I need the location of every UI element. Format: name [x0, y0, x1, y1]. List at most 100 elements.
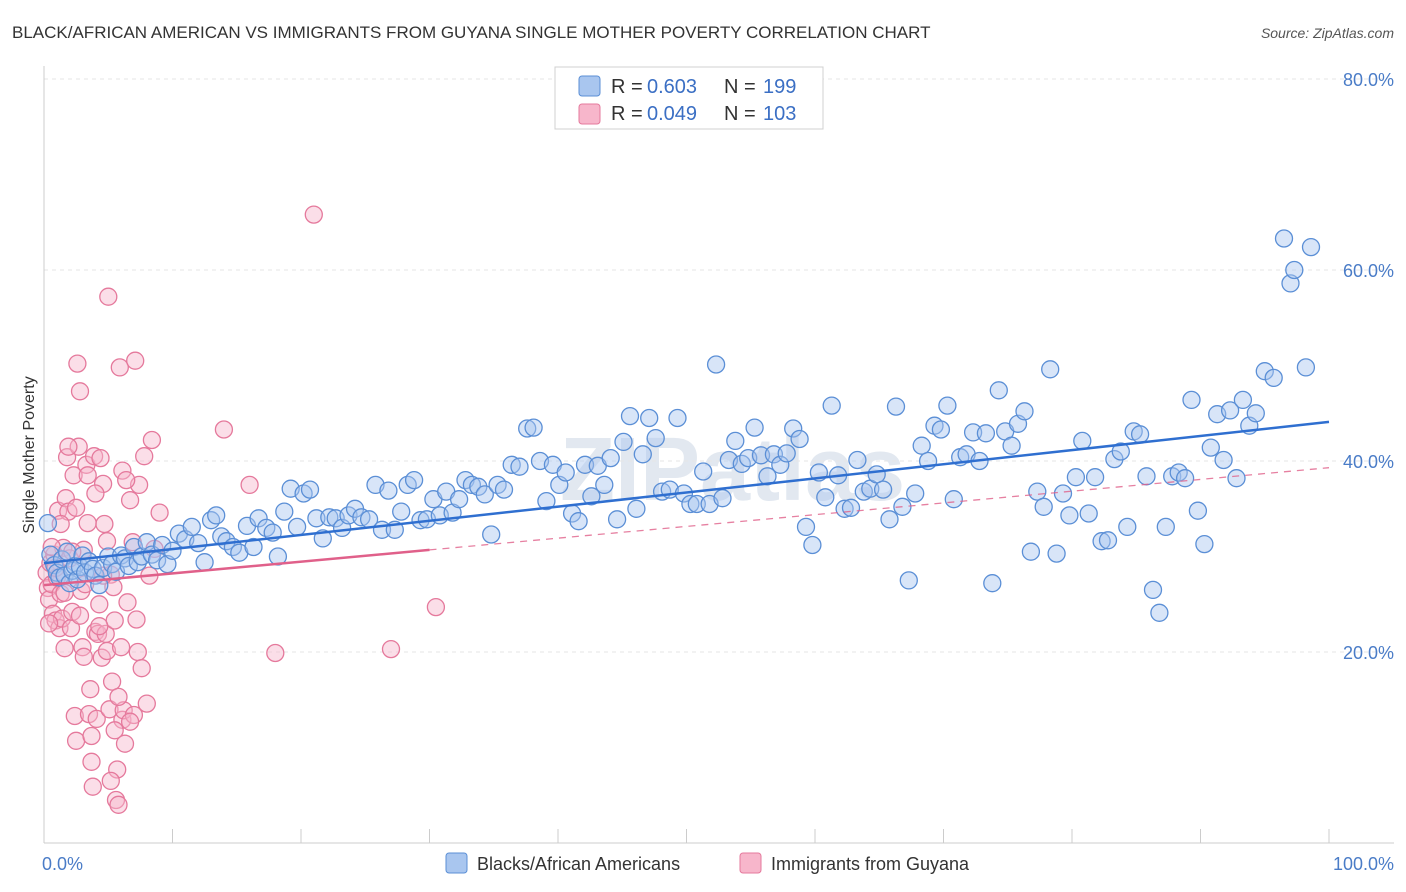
black-point-70	[392, 502, 411, 521]
black-point-173	[1060, 506, 1079, 525]
black-point-103	[607, 510, 627, 529]
black-point-81	[462, 475, 482, 495]
guyana-point-68	[128, 642, 147, 662]
guyana-point-67	[127, 610, 146, 629]
black-point-39	[195, 553, 214, 572]
stats-legend-pink-swatch	[578, 103, 601, 125]
black-point-169	[1034, 497, 1053, 516]
black-point-84	[482, 525, 501, 544]
guyana-point-48	[99, 287, 118, 306]
black-point-177	[1085, 468, 1105, 487]
black-point-131	[790, 429, 809, 449]
guyana-point-58	[111, 638, 131, 657]
black-point-101	[595, 475, 614, 495]
black-point-41	[207, 506, 226, 525]
black-point-185	[1137, 467, 1156, 486]
black-point-200	[1233, 390, 1253, 410]
black-point-138	[835, 499, 854, 518]
guyana-point-102	[304, 205, 323, 224]
black-point-187	[1150, 603, 1169, 622]
trend-line-black	[43, 420, 1330, 565]
legend-black-label: Blacks/African Americans	[477, 854, 680, 874]
black-point-97	[569, 512, 588, 531]
guyana-point-32	[78, 513, 97, 533]
black-point-116	[694, 462, 713, 481]
legend-guyana-swatch	[739, 852, 762, 874]
guyana-point-42	[91, 448, 110, 468]
black-point-184	[1130, 425, 1150, 444]
black-point-112	[668, 408, 687, 428]
guyana-point-94	[105, 721, 124, 740]
guyana-point-62	[118, 593, 137, 612]
black-point-148	[899, 571, 918, 590]
black-point-146	[886, 397, 906, 416]
black-point-59	[320, 508, 339, 527]
black-point-166	[1015, 402, 1034, 421]
guyana-point-77	[39, 614, 59, 633]
black-point-83	[475, 485, 494, 504]
black-point-170	[1041, 360, 1060, 379]
black-point-136	[822, 396, 841, 415]
black-point-118	[706, 355, 726, 374]
black-point-155	[944, 490, 963, 509]
guyana-point-39	[87, 709, 106, 729]
trend-line-guyana-solid	[43, 548, 430, 587]
black-point-192	[1182, 390, 1201, 410]
black-point-194	[1195, 534, 1214, 554]
guyana-point-86	[74, 647, 93, 666]
guyana-point-47	[97, 641, 117, 661]
black-point-164	[1002, 436, 1021, 455]
black-point-162	[989, 381, 1008, 400]
black-point-114	[681, 494, 700, 514]
axes	[43, 66, 1394, 844]
guyana-point-37	[84, 447, 104, 466]
guyana-point-45	[95, 514, 114, 534]
guyana-point-44	[93, 474, 113, 494]
black-point-82	[469, 477, 488, 496]
black-point-150	[912, 436, 931, 455]
black-point-127	[764, 445, 784, 464]
black-point-106	[627, 499, 646, 518]
black-point-129	[777, 444, 796, 463]
black-point-206	[1281, 274, 1300, 293]
black-point-158	[963, 423, 983, 442]
black-point-95	[556, 463, 575, 482]
black-point-193	[1188, 501, 1208, 520]
x-tick-label-max: 100.0%	[1333, 854, 1394, 874]
y-tick-label-3: 80.0%	[1343, 70, 1394, 90]
guyana-point-49	[100, 700, 119, 719]
guyana-point-95	[109, 687, 128, 707]
black-point-105	[620, 406, 640, 426]
black-point-179	[1098, 531, 1118, 550]
black-point-176	[1079, 504, 1098, 523]
guyana-point-96	[113, 461, 132, 480]
guyana-point-56	[109, 795, 128, 814]
black-point-195	[1201, 438, 1220, 457]
series-guyana-points	[37, 205, 446, 814]
guyana-point-82	[59, 437, 78, 456]
legend-guyana-label: Immigrants from Guyana	[771, 854, 970, 874]
black-point-104	[614, 432, 633, 452]
guyana-point-100	[240, 475, 259, 495]
black-point-181	[1111, 442, 1130, 461]
stats-r-label-pink: R =	[611, 103, 643, 125]
black-point-154	[938, 396, 957, 415]
black-point-186	[1143, 580, 1163, 600]
guyana-point-97	[117, 470, 136, 490]
black-point-86	[494, 480, 514, 499]
guyana-point-19	[61, 618, 81, 638]
black-point-121	[726, 431, 745, 451]
black-point-38	[189, 533, 208, 553]
black-point-171	[1047, 544, 1066, 563]
black-point-25	[119, 556, 138, 576]
black-point-172	[1053, 484, 1073, 503]
black-point-143	[867, 465, 886, 484]
guyana-point-70	[132, 659, 151, 678]
stats-legend: R = 0.603 N = 199 R = 0.049 N = 103	[554, 66, 824, 130]
guyana-point-76	[150, 503, 169, 522]
black-point-89	[518, 419, 537, 438]
black-point-99	[582, 487, 601, 506]
black-point-153	[931, 420, 951, 439]
stats-r-label-blue: R =	[611, 76, 643, 98]
guyana-point-98	[120, 712, 140, 731]
